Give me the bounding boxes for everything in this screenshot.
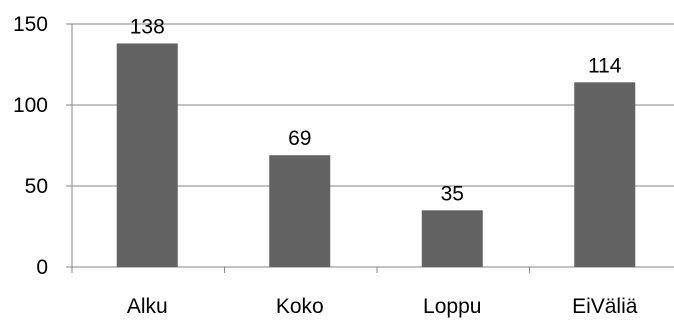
- y-tick-label: 50: [25, 175, 48, 198]
- data-label: 138: [130, 15, 165, 38]
- y-tick-label: 150: [13, 13, 48, 36]
- bar-Loppu: [421, 210, 483, 267]
- category-label: Koko: [276, 295, 324, 318]
- bar-Koko: [269, 155, 331, 267]
- category-label: Alku: [127, 295, 168, 318]
- bars: [116, 43, 636, 267]
- bar-Alku: [116, 43, 178, 267]
- data-label: 114: [588, 54, 622, 77]
- y-tick-label: 100: [13, 94, 48, 117]
- labels: 0 50 100 150 138 Alku 69 Koko 35 Loppu 114 EiVäliä: [13, 13, 638, 318]
- category-label: Loppu: [423, 295, 481, 318]
- category-label: EiVäliä: [572, 295, 638, 318]
- bar-EiVäliä: [574, 82, 636, 267]
- data-label: 69: [288, 127, 311, 150]
- data-label: 35: [441, 182, 464, 205]
- y-tick-label: 0: [36, 256, 48, 279]
